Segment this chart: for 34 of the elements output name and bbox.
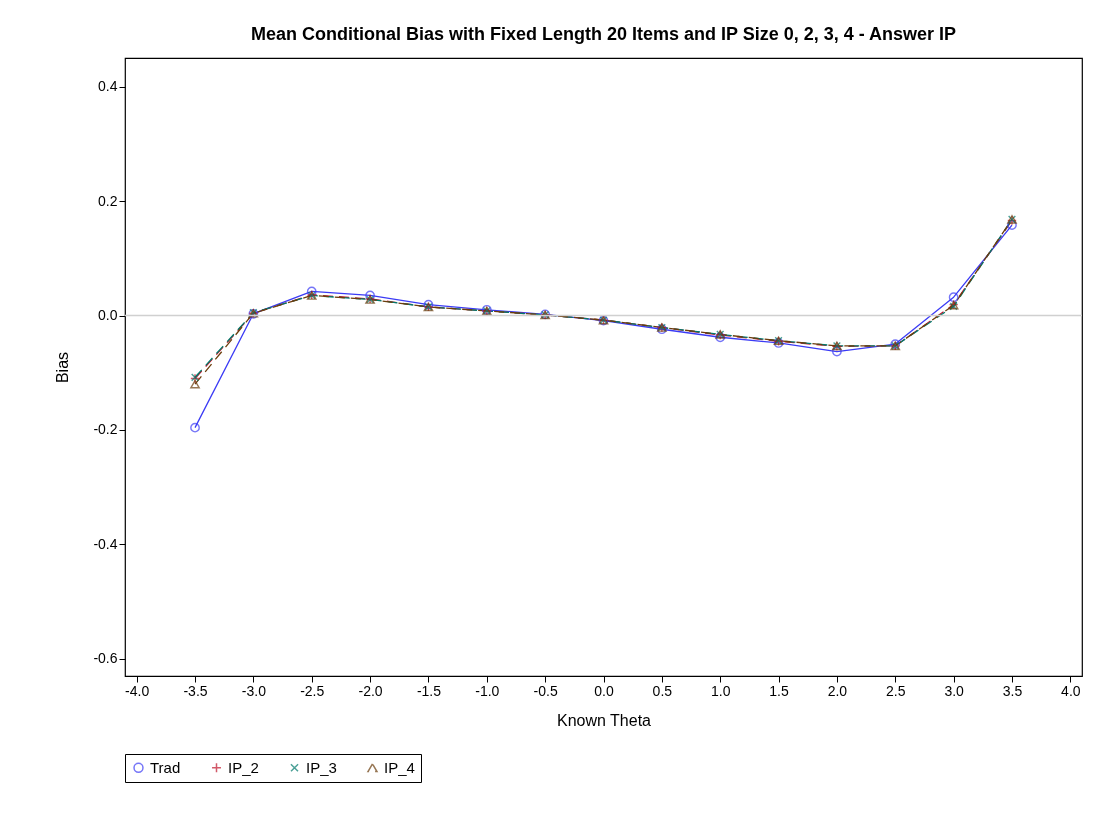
y-tick-label: -0.2 — [93, 421, 118, 438]
legend-label: IP_2 — [228, 758, 259, 776]
x-tick-label: 2.5 — [886, 682, 906, 699]
x-tick-label: -1.0 — [475, 682, 500, 699]
y-tick-label: 0.2 — [98, 192, 118, 209]
y-tick-label: -0.6 — [93, 650, 118, 667]
x-tick-label: -4.0 — [125, 682, 150, 699]
x-tick-label: 2.0 — [827, 682, 848, 699]
chart-title: Mean Conditional Bias with Fixed Length 20 Items and IP Size 0, 2, 3, 4 - Answer IP — [250, 24, 957, 44]
x-tick-label: 1.5 — [769, 682, 789, 699]
y-axis-title: Bias — [54, 351, 72, 384]
legend-label: IP_4 — [384, 758, 415, 776]
y-tick-label: -0.4 — [93, 535, 118, 552]
x-tick-label: -3.0 — [241, 682, 267, 699]
point — [190, 422, 200, 433]
x-tick-label: 4.0 — [1061, 682, 1081, 699]
x-tick-label: 3.5 — [1002, 682, 1023, 699]
x-tick-label: -1.5 — [416, 682, 442, 699]
legend-label: Trad — [150, 758, 181, 776]
legend-label: IP_3 — [306, 758, 337, 776]
x-tick-label: -2.0 — [358, 682, 383, 699]
point — [306, 286, 317, 297]
x-tick-label: 3.0 — [944, 682, 965, 699]
x-tick-label: 0.0 — [594, 682, 614, 699]
y-tick-label: 0.0 — [98, 307, 118, 323]
x-tick-label: -0.5 — [533, 682, 558, 699]
x-tick-label: -3.5 — [183, 682, 208, 699]
y-tick-label: 0.4 — [98, 78, 118, 95]
point — [365, 290, 375, 301]
x-tick-label: -2.5 — [300, 682, 325, 699]
point — [948, 292, 959, 303]
x-axis-title: Known Theta — [557, 711, 652, 729]
x-tick-label: 1.0 — [710, 682, 731, 699]
x-tick-label: 0.5 — [652, 682, 673, 699]
